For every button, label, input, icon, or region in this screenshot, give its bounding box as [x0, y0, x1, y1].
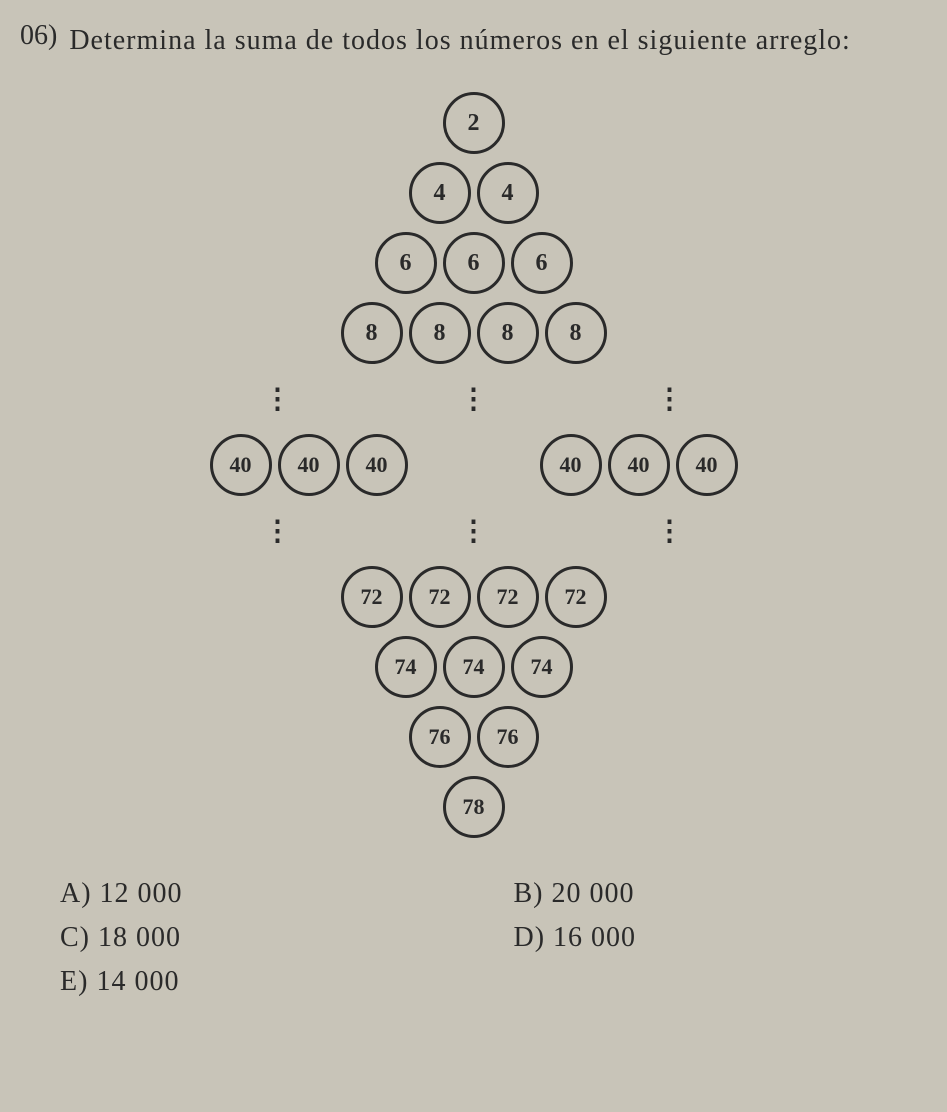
circle: 74: [375, 636, 437, 698]
circle: 40: [210, 434, 272, 496]
circle: 40: [278, 434, 340, 496]
question-header: 06) Determina la suma de todos los númer…: [20, 20, 927, 62]
circle: 72: [545, 566, 607, 628]
circle: 4: [477, 162, 539, 224]
dots-right: ⋮: [656, 382, 684, 416]
circle: 4: [409, 162, 471, 224]
circle: 74: [443, 636, 505, 698]
gap: [414, 434, 534, 496]
answer-letter: A): [60, 878, 92, 909]
circle: 40: [540, 434, 602, 496]
answer-options: A) 12 000 B) 20 000 C) 18 000 D) 16 000 …: [20, 878, 927, 998]
answer-value: 14 000: [96, 966, 179, 997]
answer-e: E) 14 000: [60, 966, 474, 998]
answer-b: B) 20 000: [514, 878, 928, 910]
answer-value: 12 000: [100, 878, 183, 909]
circle: 72: [341, 566, 403, 628]
answer-value: 20 000: [552, 878, 635, 909]
circle: 6: [511, 232, 573, 294]
row-b2: 74 74 74: [375, 636, 573, 698]
circle: 72: [477, 566, 539, 628]
circle: 8: [409, 302, 471, 364]
answer-c: C) 18 000: [60, 922, 474, 954]
circle: 76: [477, 706, 539, 768]
circle: 76: [409, 706, 471, 768]
row-b3: 76 76: [409, 706, 539, 768]
circle: 40: [608, 434, 670, 496]
answer-value: 18 000: [98, 922, 181, 953]
row-2: 4 4: [409, 162, 539, 224]
circle: 8: [545, 302, 607, 364]
dots-lower: ⋮ ⋮ ⋮: [264, 514, 684, 548]
dots-right: ⋮: [656, 514, 684, 548]
row-b1: 72 72 72 72: [341, 566, 607, 628]
circle: 2: [443, 92, 505, 154]
row-3: 6 6 6: [375, 232, 573, 294]
row-1: 2: [443, 92, 505, 154]
dots-mid: ⋮: [460, 382, 488, 416]
dots-left: ⋮: [264, 514, 292, 548]
answer-letter: B): [514, 878, 544, 909]
row-4: 8 8 8 8: [341, 302, 607, 364]
circle: 6: [443, 232, 505, 294]
answer-a: A) 12 000: [60, 878, 474, 910]
number-diagram: 2 4 4 6 6 6 8 8 8 8 ⋮ ⋮ ⋮ 40 40 40 40 40…: [20, 92, 927, 838]
circle: 8: [341, 302, 403, 364]
dots-mid: ⋮: [460, 514, 488, 548]
answer-letter: C): [60, 922, 90, 953]
circle: 40: [346, 434, 408, 496]
dots-left: ⋮: [264, 382, 292, 416]
question-number: 06): [20, 20, 57, 52]
circle: 8: [477, 302, 539, 364]
answer-value: 16 000: [553, 922, 636, 953]
circle: 40: [676, 434, 738, 496]
answer-letter: E): [60, 966, 88, 997]
circle: 74: [511, 636, 573, 698]
answer-letter: D): [514, 922, 546, 953]
row-middle: 40 40 40 40 40 40: [210, 434, 738, 496]
answer-d: D) 16 000: [514, 922, 928, 954]
dots-upper: ⋮ ⋮ ⋮: [264, 382, 684, 416]
row-b4: 78: [443, 776, 505, 838]
circle: 78: [443, 776, 505, 838]
circle: 6: [375, 232, 437, 294]
circle: 72: [409, 566, 471, 628]
question-text: Determina la suma de todos los números e…: [69, 20, 850, 62]
